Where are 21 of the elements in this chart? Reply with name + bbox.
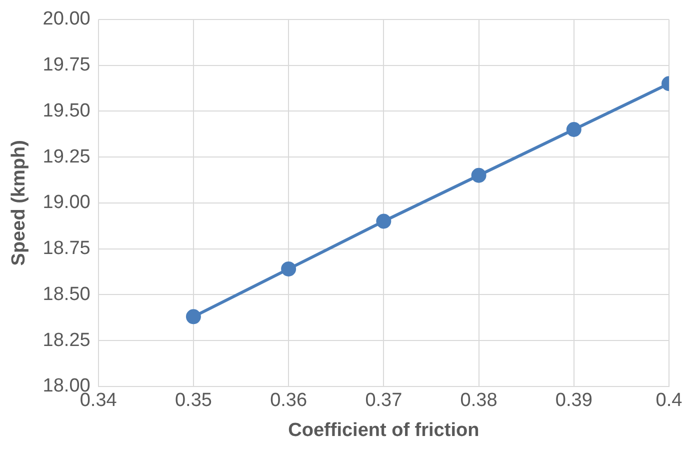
point	[566, 122, 582, 137]
point	[376, 214, 392, 229]
y-tick-label: 20.00	[42, 8, 90, 30]
y-tick-label: 18.75	[42, 238, 90, 260]
x-tick-label: 0.38	[460, 390, 498, 412]
x-tick-label: 0.37	[365, 390, 402, 412]
point	[186, 309, 201, 324]
y-axis-title: Speed (kmph)	[8, 140, 30, 266]
x-tick-label: 0.35	[174, 390, 212, 412]
x-tick-label: 0.39	[555, 390, 592, 412]
y-tick-label: 19.25	[42, 146, 90, 168]
y-tick-label: 19.00	[42, 192, 90, 214]
x-tick-label: 0.4	[656, 390, 683, 412]
point	[281, 261, 296, 276]
y-tick-label: 18.25	[42, 330, 90, 351]
y-tick-label: 19.75	[42, 54, 90, 76]
y-tick-label: 19.50	[42, 100, 90, 122]
y-tick-label: 18.50	[42, 284, 90, 305]
point	[471, 168, 486, 183]
x-axis-title: Coefficient of friction	[288, 420, 480, 441]
x-tick-label: 0.36	[270, 390, 308, 412]
